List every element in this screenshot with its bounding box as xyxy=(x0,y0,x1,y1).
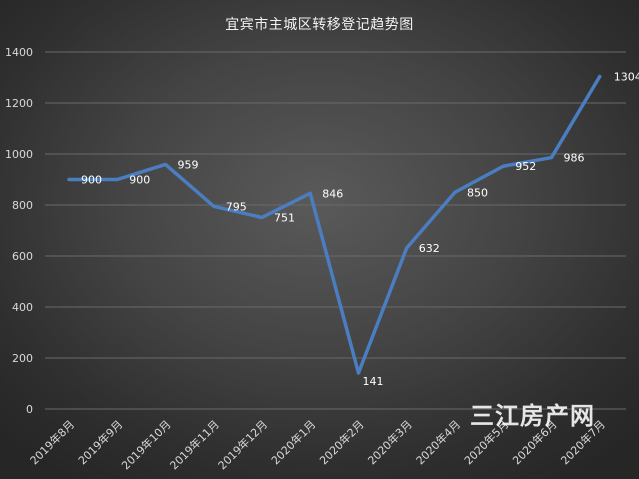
data-label: 850 xyxy=(467,186,488,199)
y-tick-label: 200 xyxy=(12,352,33,365)
data-label: 795 xyxy=(226,200,247,213)
x-tick-label: 2020年1月 xyxy=(268,417,318,467)
series xyxy=(67,74,602,375)
y-tick-label: 0 xyxy=(26,403,33,416)
x-tick-label: 2019年8月 xyxy=(27,417,77,467)
data-label: 986 xyxy=(564,152,585,165)
x-tick-label: 2019年10月 xyxy=(118,417,173,472)
y-tick-label: 800 xyxy=(12,199,33,212)
data-label: 846 xyxy=(322,187,343,200)
data-label: 1304 xyxy=(614,70,639,83)
watermark-logo: 三江房产网 xyxy=(470,402,595,430)
data-label: 751 xyxy=(274,211,295,224)
data-label: 632 xyxy=(419,242,440,255)
y-tick-label: 1400 xyxy=(5,46,33,59)
data-label: 952 xyxy=(515,160,536,173)
x-tick-label: 2019年12月 xyxy=(215,417,270,472)
y-tick-label: 1000 xyxy=(5,148,33,161)
data-labels: 900 900 959 795 751 846 141 632 850 952 986 1304 xyxy=(81,70,639,388)
x-tick-label: 2020年4月 xyxy=(413,417,463,467)
x-tick-label: 2020年2月 xyxy=(316,417,366,467)
y-tick-label: 600 xyxy=(12,250,33,263)
data-label: 959 xyxy=(178,158,199,171)
y-tick-label: 400 xyxy=(12,301,33,314)
series-line xyxy=(67,74,602,375)
x-tick-label: 2019年11月 xyxy=(167,417,222,472)
data-label: 900 xyxy=(81,174,102,187)
data-label: 141 xyxy=(363,375,384,388)
data-label: 900 xyxy=(129,174,150,187)
y-axis-ticks: 0 200 400 600 800 1000 1200 1400 xyxy=(5,46,33,416)
chart-title: 宜宾市主城区转移登记趋势图 xyxy=(225,17,414,33)
grid xyxy=(45,51,626,410)
x-tick-label: 2019年9月 xyxy=(75,417,125,467)
y-tick-label: 1200 xyxy=(5,97,33,110)
x-tick-label: 2020年3月 xyxy=(365,417,415,467)
